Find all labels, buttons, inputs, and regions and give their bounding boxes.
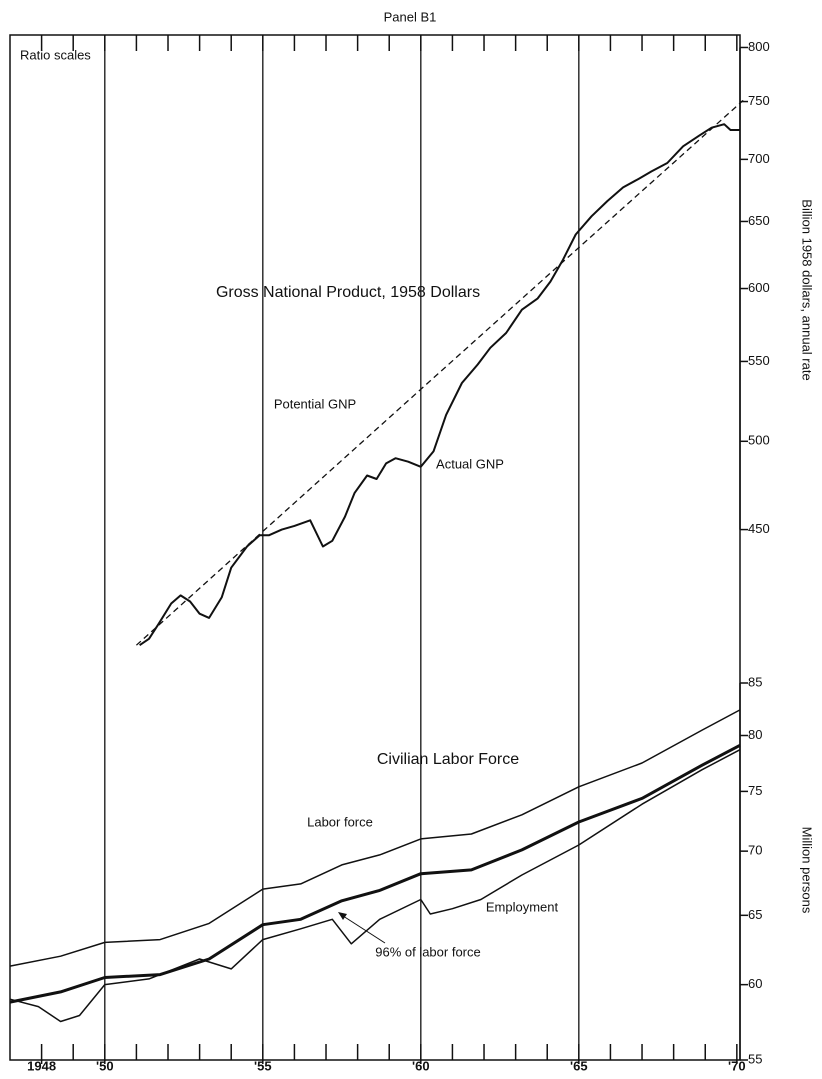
x-tick-label: '50 xyxy=(96,1058,114,1073)
y-axis-label: Million persons xyxy=(800,827,815,914)
frame xyxy=(9,34,741,1061)
chart-title: Civilian Labor Force xyxy=(377,751,519,768)
x-tick-label: '55 xyxy=(254,1058,272,1073)
y-tick-label: 750 xyxy=(748,93,770,108)
y-tick-label: 65 xyxy=(748,907,762,922)
x-tick-label: 1948 xyxy=(27,1058,56,1073)
scale-note: Ratio scales xyxy=(20,47,91,62)
series-line xyxy=(139,123,740,647)
panel-title: Panel B1 xyxy=(384,9,437,24)
y-tick-label: 60 xyxy=(748,976,762,991)
series-label: Actual GNP xyxy=(436,456,504,471)
series-label: Employment xyxy=(486,899,559,914)
y-tick-label: 600 xyxy=(748,280,770,295)
y-tick-label: 75 xyxy=(748,783,762,798)
y-tick-label: 70 xyxy=(748,843,762,858)
series-line xyxy=(9,743,741,1004)
y-tick-label: 80 xyxy=(748,727,762,742)
x-tick-label: '65 xyxy=(570,1058,588,1073)
chart-title: Gross National Product, 1958 Dollars xyxy=(216,284,480,301)
y-axis-label: Billion 1958 dollars, annual rate xyxy=(800,199,815,380)
y-tick-label: 55 xyxy=(748,1051,762,1066)
y-tick-label: 85 xyxy=(748,674,762,689)
y-tick-label: 700 xyxy=(748,151,770,166)
arrow-head xyxy=(338,912,347,920)
x-tick-label: '70 xyxy=(728,1058,746,1073)
series-line xyxy=(135,99,744,646)
y-tick-label: 800 xyxy=(748,39,770,54)
series-label: 96% of labor force xyxy=(375,944,481,959)
series-line xyxy=(9,749,741,1023)
x-tick-label: '60 xyxy=(412,1058,430,1073)
series-line xyxy=(9,709,741,967)
annotation-arrow xyxy=(339,913,386,944)
y-tick-label: 500 xyxy=(748,433,770,448)
y-tick-label: 650 xyxy=(748,213,770,228)
series-label: Labor force xyxy=(307,814,373,829)
y-tick-label: 450 xyxy=(748,521,770,536)
y-tick-label: 550 xyxy=(748,353,770,368)
series-label: Potential GNP xyxy=(274,396,356,411)
